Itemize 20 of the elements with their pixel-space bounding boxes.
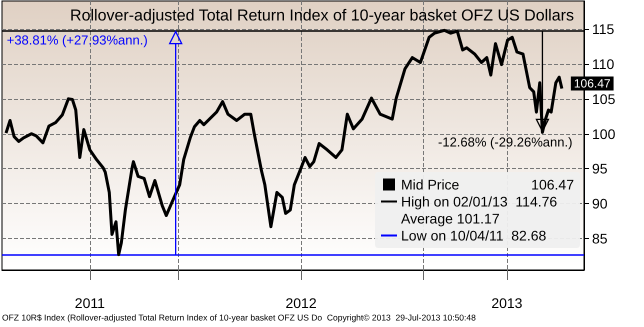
text: 106.47 — [531, 176, 574, 192]
legend-label: Mid Price — [401, 176, 460, 192]
legend-label: Low on 10/04/11 82.68 — [401, 228, 547, 244]
annotation: -12.68% (-29.26%ann.) — [438, 134, 572, 150]
annotation: Average 101.17 — [401, 210, 500, 226]
x-tick-label: 2011 — [74, 295, 106, 311]
y-tick-label: 85 — [592, 230, 608, 247]
y-tick-label: 115 — [592, 20, 615, 37]
y-tick-label: 110 — [592, 56, 615, 72]
legend-label: High on 02/01/13 114.76 — [401, 194, 558, 210]
text: OFZ 10R$ Index (Rollover-adjusted Total Return Index of 10-year basket OFZ US Do Copyright© 2013 29-Jul-2013 10:50:48 — [2, 312, 476, 322]
chart-title: Rollover-adjusted Total Return Index of 10-year basket OFZ US Dollars — [70, 8, 574, 24]
data-label: 106.47 — [574, 76, 611, 91]
y-tick-label: 105 — [592, 90, 616, 107]
x-tick-label: 2013 — [491, 295, 523, 311]
y-tick-label: 95 — [592, 160, 608, 177]
y-tick-label: 90 — [592, 196, 608, 212]
y-tick-label: 100 — [592, 126, 616, 142]
x-tick-label: 2012 — [285, 295, 317, 311]
annotation: +38.81% (+27.93%ann.) — [6, 32, 148, 48]
